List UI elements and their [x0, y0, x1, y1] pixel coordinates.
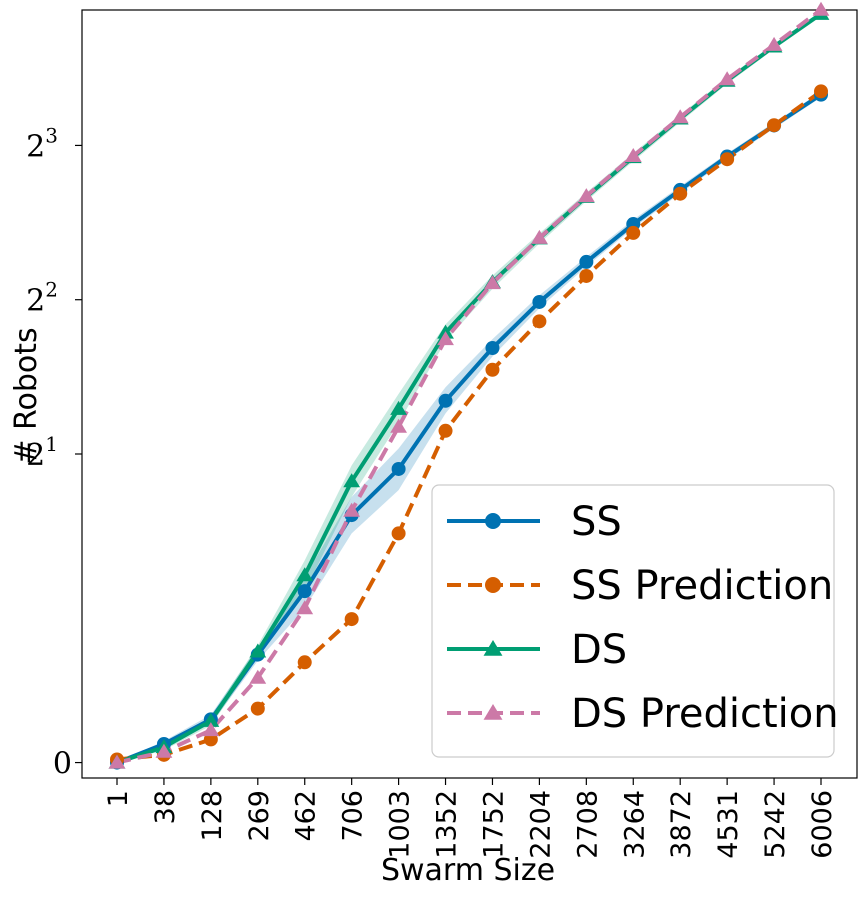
- x-tick-label: 1: [103, 790, 134, 807]
- y-tick-label: 23: [26, 123, 58, 164]
- series-lines: [116, 8, 823, 765]
- plot-frame: [81, 9, 858, 779]
- ds-prediction-point: [812, 1, 830, 16]
- ds-point: [296, 567, 314, 582]
- ss-point: [532, 294, 547, 309]
- x-tick-label: 1352: [432, 790, 463, 859]
- x-tick-label: 6006: [807, 790, 838, 859]
- ds-prediction-legend-label: DS Prediction: [571, 691, 839, 737]
- ss-prediction-point: [532, 314, 547, 329]
- ds-point: [249, 643, 267, 658]
- ss-prediction-point: [579, 268, 594, 283]
- y-axis-label: # Robots: [9, 327, 44, 464]
- ss-prediction-point: [391, 526, 406, 541]
- ss-point: [391, 461, 406, 476]
- x-tick-label: 1752: [478, 790, 509, 859]
- x-tick-label: 3264: [619, 790, 650, 859]
- ds-prediction-point: [718, 71, 736, 86]
- ds-legend-marker: [483, 640, 503, 656]
- ss-prediction-point: [344, 612, 359, 627]
- ds-prediction-point: [202, 722, 220, 737]
- y-axis-ticks: 0 21 22 23: [26, 123, 82, 782]
- ds-prediction-point: [390, 418, 407, 433]
- x-tick-label: 2708: [572, 790, 603, 859]
- ds-point: [202, 712, 220, 727]
- x-tick-label: 269: [244, 790, 275, 842]
- series-markers: [108, 1, 830, 770]
- x-tick-label: 1003: [385, 790, 416, 859]
- ds-point: [390, 400, 407, 415]
- ss-point: [297, 584, 312, 599]
- ds-prediction-line: [116, 8, 823, 765]
- ds-prediction-point: [765, 36, 783, 51]
- x-axis-label: Swarm Size: [381, 853, 555, 888]
- x-tick-label: 3872: [666, 790, 697, 859]
- x-tick-label: 462: [291, 790, 322, 842]
- ss-prediction-legend-label: SS Prediction: [571, 563, 833, 609]
- x-axis-ticks: 1 38 128 269 462 706 1003 1352 1752 2204 2708 3264 3…: [103, 778, 838, 859]
- legend: SS SS Prediction DS DS Prediction: [431, 484, 839, 758]
- ds-prediction-point: [108, 754, 126, 769]
- ds-prediction-point: [343, 502, 361, 517]
- ds-prediction-point: [624, 147, 642, 162]
- ss-prediction-line: [116, 89, 823, 762]
- ss-point: [579, 254, 594, 269]
- ds-prediction-point: [249, 669, 267, 684]
- y-tick-label: 22: [26, 278, 58, 319]
- ss-prediction-point: [720, 152, 735, 167]
- ss-prediction-legend-marker: [485, 577, 501, 593]
- ds-prediction-point: [484, 275, 501, 290]
- ss-prediction-point: [673, 186, 688, 201]
- y-tick-label: 0: [53, 747, 72, 782]
- ds-prediction-point: [577, 188, 595, 203]
- ss-prediction-point: [438, 423, 453, 438]
- ds-point: [343, 473, 361, 488]
- x-tick-label: 128: [197, 790, 228, 842]
- y-tick-label: 21: [26, 432, 58, 473]
- ss-prediction-point: [814, 84, 828, 99]
- x-tick-label: 2204: [525, 790, 556, 859]
- ds-prediction-legend-marker: [483, 704, 503, 720]
- ss-point: [438, 393, 453, 408]
- x-tick-label: 38: [150, 790, 181, 824]
- ds-legend-label: DS: [571, 627, 627, 673]
- x-tick-label: 706: [338, 790, 369, 842]
- ds-prediction-point: [296, 600, 314, 615]
- ds-prediction-point: [155, 743, 173, 758]
- ss-prediction-point: [297, 655, 312, 670]
- ss-prediction-point: [626, 225, 641, 240]
- legend-frame: [431, 484, 835, 758]
- ss-prediction-point: [767, 118, 782, 133]
- ss-prediction-point: [485, 362, 500, 377]
- ds-prediction-point: [671, 109, 689, 124]
- ds-prediction-point: [437, 331, 454, 346]
- ss-point: [485, 340, 500, 355]
- ss-prediction-point: [250, 701, 265, 716]
- ss-legend-marker: [485, 513, 501, 529]
- ss-legend-label: SS: [571, 499, 622, 545]
- ds-prediction-point: [531, 229, 548, 244]
- x-tick-label: 4531: [713, 790, 744, 859]
- x-tick-label: 5242: [760, 790, 791, 859]
